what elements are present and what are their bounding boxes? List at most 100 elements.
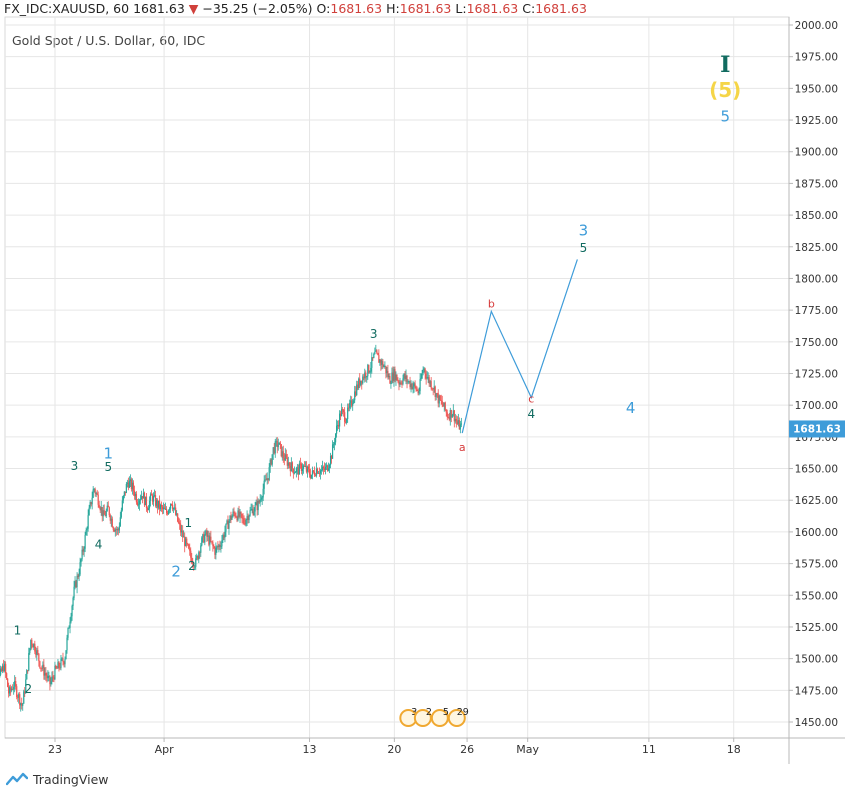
- candle-body: [13, 686, 15, 690]
- candle-body: [396, 374, 398, 381]
- candle-body: [30, 639, 32, 649]
- candle-body: [143, 492, 146, 506]
- candle-body: [16, 686, 18, 698]
- candle-body: [341, 409, 343, 416]
- y-tick-label: 1500.00: [795, 654, 838, 666]
- candle-body: [74, 581, 76, 587]
- candle-body: [255, 502, 257, 505]
- candle-body: [150, 494, 153, 496]
- candle-body: [444, 402, 446, 410]
- candle-body: [363, 376, 365, 379]
- candle-body: [430, 381, 432, 389]
- candle-body: [450, 410, 452, 418]
- candle-body: [110, 518, 112, 521]
- candle-body: [54, 665, 56, 680]
- candle-body: [167, 512, 169, 515]
- candle-body: [324, 466, 327, 470]
- candle-body: [241, 513, 243, 518]
- high-label: H:: [386, 1, 400, 16]
- candle-body: [332, 444, 335, 446]
- candle-body: [412, 386, 414, 389]
- wave-label: I: [720, 52, 730, 78]
- candle-body: [286, 457, 288, 466]
- candle-body: [234, 512, 236, 517]
- candle-body: [156, 500, 159, 508]
- candle-body: [386, 370, 388, 374]
- candle-body: [280, 444, 282, 457]
- candle-body: [169, 508, 171, 511]
- candle-body: [26, 670, 28, 680]
- candle-body: [96, 493, 98, 495]
- candle-body: [152, 495, 155, 502]
- candle-body: [88, 507, 90, 516]
- candle-body: [15, 681, 17, 687]
- close-label: C:: [522, 1, 536, 16]
- candle-body: [177, 513, 179, 522]
- candle-body: [460, 423, 462, 425]
- candle-body: [228, 521, 230, 529]
- projection-line: [461, 259, 578, 434]
- open-value: 1681.63: [330, 1, 383, 16]
- footer[interactable]: TradingView: [6, 770, 109, 788]
- candle-body: [413, 383, 415, 387]
- candle-body: [424, 368, 426, 375]
- candle-body: [257, 500, 259, 511]
- candle-body: [359, 378, 361, 386]
- candle-body: [381, 361, 383, 365]
- candle-body: [47, 675, 49, 679]
- candle-body: [89, 502, 91, 508]
- candle-body: [318, 472, 321, 474]
- candle-body: [232, 511, 234, 517]
- candle-body: [171, 503, 173, 505]
- candle-body: [86, 528, 88, 531]
- candle-body: [358, 378, 360, 389]
- candle-body: [176, 513, 178, 515]
- candle-body: [342, 409, 344, 411]
- candle-body: [93, 488, 95, 490]
- candle-body: [446, 412, 448, 417]
- price-change: −35.25 (−2.05%): [202, 1, 313, 16]
- candle-body: [302, 465, 305, 469]
- candle-body: [226, 520, 228, 524]
- candle-body: [126, 482, 128, 484]
- candle-body: [66, 637, 68, 651]
- candle-body: [43, 664, 45, 676]
- candle-body: [162, 507, 165, 510]
- candle-body: [77, 575, 79, 578]
- candle-body: [138, 500, 141, 505]
- candle-body: [59, 667, 61, 669]
- candle-body: [34, 643, 36, 652]
- candle-body: [52, 676, 54, 678]
- candle-body: [293, 472, 295, 474]
- candle-body: [173, 507, 175, 510]
- candle-body: [151, 495, 154, 502]
- y-tick-label: 1525.00: [795, 622, 838, 634]
- candle-body: [133, 490, 136, 497]
- candle-body: [193, 564, 195, 567]
- candle-body: [62, 658, 64, 662]
- candle-body: [231, 516, 233, 520]
- candle-body: [113, 529, 115, 532]
- candle-body: [25, 679, 27, 693]
- candle-body: [248, 515, 250, 521]
- candle-body: [387, 370, 389, 378]
- candle-body: [148, 500, 151, 509]
- candle-body: [55, 665, 57, 669]
- candle-body: [155, 500, 158, 506]
- candle-body: [303, 465, 306, 467]
- candle-body: [187, 543, 189, 545]
- candle-body: [259, 499, 261, 503]
- candle-body: [132, 482, 135, 491]
- candle-body: [64, 659, 66, 665]
- candle-body: [431, 388, 433, 390]
- y-tick-label: 1475.00: [795, 685, 838, 697]
- symbol-label[interactable]: FX_IDC:XAUUSD, 60: [4, 1, 130, 16]
- wave-label: c: [528, 393, 534, 406]
- candle-body: [345, 421, 347, 423]
- candle-body: [356, 384, 358, 396]
- candle-body: [354, 391, 356, 401]
- wave-label: 4: [626, 399, 636, 417]
- candle-body: [9, 687, 11, 694]
- candle-body: [69, 621, 71, 628]
